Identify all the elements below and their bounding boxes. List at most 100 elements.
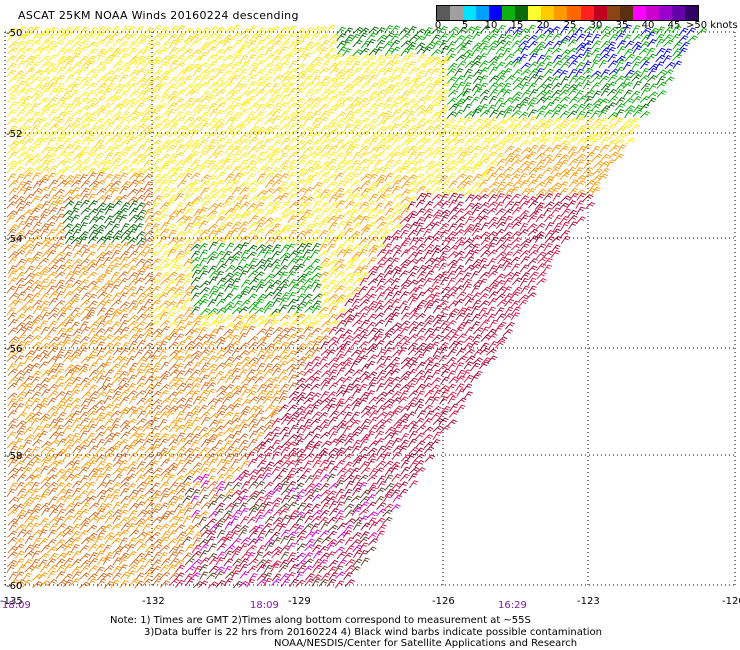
wind-barb bbox=[151, 524, 162, 533]
wind-barb bbox=[280, 488, 291, 496]
wind-barb bbox=[512, 69, 523, 77]
wind-barb bbox=[271, 432, 281, 442]
wind-barb bbox=[456, 41, 467, 49]
wind-barb bbox=[70, 207, 80, 217]
wind-barb bbox=[439, 214, 450, 223]
wind-barb bbox=[431, 326, 442, 335]
wind-barb bbox=[214, 26, 226, 35]
wind-barb bbox=[232, 202, 242, 211]
wind-barb bbox=[422, 434, 434, 442]
wind-barb bbox=[311, 56, 322, 64]
wind-barb bbox=[400, 76, 411, 85]
wind-barb bbox=[175, 410, 185, 420]
wind-barb bbox=[374, 159, 384, 168]
wind-barb bbox=[494, 152, 505, 161]
wind-barb bbox=[48, 87, 59, 97]
wind-barb bbox=[246, 154, 258, 162]
wind-barb bbox=[128, 305, 138, 314]
wind-barb bbox=[303, 397, 314, 405]
wind-barb bbox=[424, 221, 436, 230]
wind-barb bbox=[511, 216, 522, 225]
wind-barb bbox=[46, 158, 56, 167]
wind-barb bbox=[62, 165, 72, 175]
wind-barb bbox=[303, 229, 313, 238]
wind-barb bbox=[528, 243, 539, 252]
wind-barb bbox=[648, 83, 658, 92]
wind-barb bbox=[304, 63, 316, 71]
wind-barb bbox=[342, 83, 354, 91]
wind-barb bbox=[31, 61, 41, 70]
wind-barb bbox=[335, 501, 345, 510]
wind-barb bbox=[223, 81, 234, 90]
wind-barb bbox=[278, 34, 288, 43]
wind-barb bbox=[446, 312, 457, 322]
wind-barb bbox=[368, 248, 378, 257]
wind-barb bbox=[456, 45, 467, 54]
wind-barb bbox=[278, 82, 289, 91]
wind-barb bbox=[254, 271, 265, 279]
wind-barb bbox=[414, 353, 425, 362]
wind-barb bbox=[534, 231, 545, 239]
wind-barb bbox=[143, 248, 154, 258]
wind-barb bbox=[246, 451, 256, 461]
wind-barb bbox=[278, 304, 288, 313]
wind-barb bbox=[55, 264, 66, 273]
wind-barb bbox=[288, 374, 298, 383]
wind-barb bbox=[127, 60, 138, 69]
wind-barb bbox=[24, 298, 35, 307]
wind-barb bbox=[24, 193, 34, 202]
wind-barb bbox=[528, 200, 539, 209]
wind-barb bbox=[462, 150, 472, 160]
wind-barb bbox=[159, 179, 169, 188]
wind-barb bbox=[456, 81, 466, 91]
wind-barb bbox=[479, 45, 490, 54]
wind-barb bbox=[255, 258, 266, 267]
wind-barb bbox=[560, 195, 571, 203]
wind-barb bbox=[296, 172, 306, 181]
wind-barb bbox=[319, 124, 330, 133]
wind-barb bbox=[71, 279, 82, 288]
wind-barb bbox=[160, 278, 171, 286]
wind-barb bbox=[70, 339, 80, 349]
wind-barb bbox=[535, 188, 547, 197]
wind-barb bbox=[481, 168, 492, 176]
wind-barb bbox=[638, 75, 650, 83]
wind-barb bbox=[526, 130, 538, 139]
wind-barb bbox=[408, 326, 418, 335]
wind-barb bbox=[472, 173, 482, 182]
wind-barb bbox=[518, 27, 530, 36]
wind-barb bbox=[279, 40, 290, 48]
wind-barb bbox=[103, 59, 113, 68]
wind-barb bbox=[376, 178, 385, 188]
wind-barb bbox=[303, 278, 314, 286]
wind-barb bbox=[415, 208, 426, 216]
wind-barb bbox=[190, 382, 201, 391]
wind-barb bbox=[94, 118, 105, 126]
wind-barb bbox=[263, 446, 275, 454]
wind-barb bbox=[176, 437, 187, 446]
wind-barb bbox=[558, 187, 569, 196]
wind-barb bbox=[222, 34, 233, 43]
wind-barb bbox=[336, 522, 347, 531]
wind-barb bbox=[334, 187, 345, 196]
wind-barb bbox=[271, 244, 282, 253]
wind-barb bbox=[6, 285, 17, 294]
wind-barb bbox=[447, 263, 457, 273]
wind-barb bbox=[6, 473, 18, 482]
wind-barb bbox=[142, 125, 153, 133]
wind-barb bbox=[463, 228, 474, 236]
wind-barb bbox=[472, 215, 483, 223]
wind-barb bbox=[286, 271, 297, 280]
wind-barb bbox=[176, 179, 187, 188]
wind-barb bbox=[31, 33, 41, 42]
wind-barb bbox=[183, 35, 195, 43]
wind-barb bbox=[550, 187, 560, 196]
wind-barb bbox=[23, 481, 34, 489]
wind-barb bbox=[369, 146, 380, 154]
wind-barb bbox=[462, 210, 474, 218]
wind-barb bbox=[240, 406, 251, 414]
wind-barb bbox=[311, 110, 321, 119]
wind-barb bbox=[464, 256, 475, 265]
wind-barb bbox=[470, 96, 481, 105]
wind-barb bbox=[431, 168, 442, 176]
